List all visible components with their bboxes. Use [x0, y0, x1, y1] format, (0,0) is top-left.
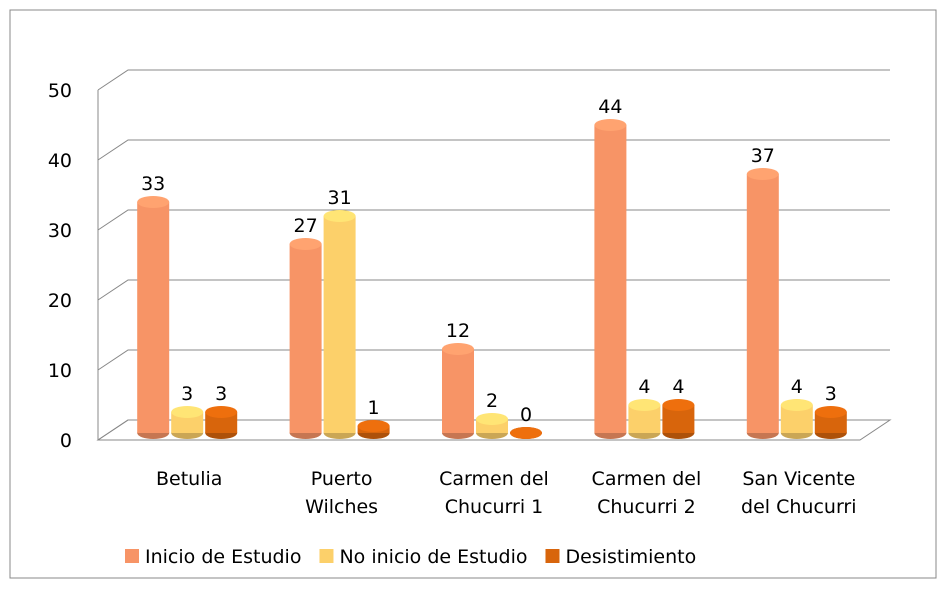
bar-top	[510, 427, 542, 439]
x-tick-line: San Vicente	[742, 468, 855, 490]
bar-top	[476, 413, 508, 425]
x-tick-label: Carmen del Chucurri 2	[592, 468, 702, 518]
data-label: 37	[751, 145, 775, 167]
x-tick-line: Carmen del	[439, 468, 549, 490]
data-label: 44	[598, 96, 622, 118]
bar-body	[323, 216, 356, 433]
data-label: 2	[486, 390, 498, 412]
bar	[357, 420, 390, 439]
data-label: 0	[520, 404, 532, 426]
data-label: 4	[638, 376, 650, 398]
bar-body	[814, 412, 847, 433]
bar-body	[289, 244, 322, 433]
data-label: 33	[141, 173, 165, 195]
data-label: 3	[181, 383, 193, 405]
data-label: 4	[791, 376, 803, 398]
x-tick-line: Chucurri 1	[445, 496, 544, 518]
legend-swatch	[545, 549, 560, 563]
y-tick-label: 0	[60, 430, 72, 452]
bar-body	[442, 349, 474, 433]
data-label: 31	[328, 187, 352, 209]
bar-top	[442, 343, 474, 355]
x-tick-label: Betulia	[156, 468, 222, 490]
data-label: 1	[368, 397, 380, 419]
bar-top	[171, 406, 204, 418]
data-label: 4	[672, 376, 684, 398]
grid-line	[97, 139, 890, 161]
bar	[137, 196, 170, 439]
y-tick-label: 50	[48, 80, 72, 102]
bar-top	[746, 168, 779, 180]
bar	[476, 413, 508, 439]
bar-top	[205, 406, 238, 418]
bar	[205, 406, 238, 439]
bar-body	[746, 174, 779, 433]
bar-top	[662, 399, 695, 411]
bar	[780, 399, 813, 439]
bar-top	[357, 420, 390, 432]
legend-label: Inicio de Estudio	[145, 546, 301, 568]
x-tick-label: Carmen del Chucurri 1	[439, 468, 549, 518]
data-label: 3	[825, 383, 837, 405]
legend-swatch	[319, 549, 334, 563]
x-tick-label: San Vicente del Chucurri	[741, 468, 856, 518]
bar-top	[628, 399, 661, 411]
x-tick-line: Puerto	[311, 468, 373, 490]
x-tick-line: del Chucurri	[741, 496, 856, 518]
bar	[814, 406, 847, 439]
legend-swatch	[125, 549, 139, 563]
bar-body	[205, 412, 238, 433]
data-label: 27	[294, 215, 318, 237]
bar-top	[289, 238, 322, 250]
bar	[171, 406, 204, 439]
bar	[628, 399, 661, 439]
data-label: 12	[446, 320, 470, 342]
data-label: 3	[215, 383, 227, 405]
x-tick-line: Betulia	[156, 468, 222, 490]
bar	[289, 238, 322, 439]
bar	[746, 168, 779, 439]
bar-body	[594, 125, 627, 433]
grid-line	[97, 209, 890, 231]
bar	[442, 343, 474, 439]
x-tick-line: Chucurri 2	[597, 496, 696, 518]
bar	[323, 210, 356, 439]
legend-label: No inicio de Estudio	[339, 546, 527, 568]
bar-top	[323, 210, 356, 222]
y-tick-label: 10	[48, 360, 72, 382]
bar-top	[594, 119, 627, 131]
bar-body	[137, 202, 170, 433]
legend-label: Desistimiento	[565, 546, 696, 568]
x-tick-line: Carmen del	[592, 468, 702, 490]
bar-top	[137, 196, 170, 208]
bar-top	[814, 406, 847, 418]
grid-line	[97, 279, 890, 301]
grid-line	[97, 349, 890, 371]
bar-body	[171, 412, 204, 433]
x-tick-line: Wilches	[305, 496, 378, 518]
x-tick-label: Puerto Wilches	[305, 468, 378, 518]
y-tick-label: 20	[48, 290, 72, 312]
bar-top	[780, 399, 813, 411]
y-tick-label: 30	[48, 220, 72, 242]
grid-line	[97, 69, 890, 91]
bar	[662, 399, 695, 439]
bar	[510, 427, 542, 439]
bar	[594, 119, 627, 439]
y-tick-label: 40	[48, 150, 72, 172]
